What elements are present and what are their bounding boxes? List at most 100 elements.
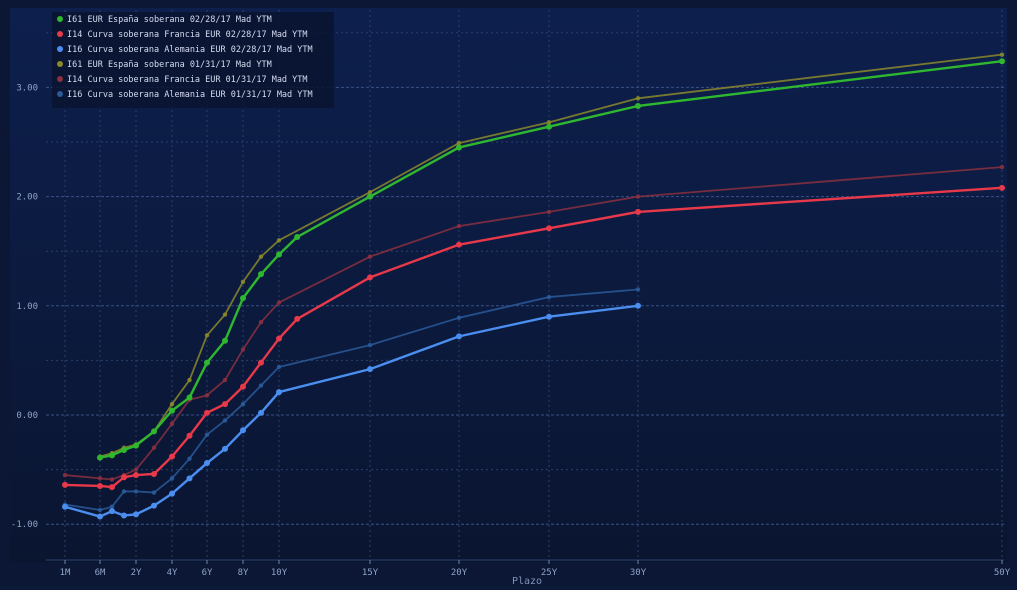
y-tick-label: 3.00 [16, 83, 38, 93]
x-axis: 1M 6M 2Y 4Y 6Y 8Y 10Y 15Y 20Y 25Y 30Y 50Y [46, 559, 1011, 578]
series-2 [62, 287, 641, 513]
series-point [133, 442, 139, 449]
series-point [121, 474, 127, 481]
x-tick-label: 6M [95, 568, 106, 578]
series-point [187, 456, 192, 461]
series-point [294, 315, 301, 322]
series-point [367, 274, 373, 281]
series-point [999, 52, 1005, 57]
y-tick-label: -1.00 [11, 520, 38, 530]
series-point [169, 490, 175, 497]
series-point [546, 120, 552, 125]
series-point [546, 209, 552, 215]
series-point [133, 511, 139, 518]
series-point [635, 287, 641, 292]
series-point [186, 432, 193, 439]
y-tick-label: 0.00 [16, 411, 38, 421]
series-point [546, 313, 552, 320]
series-point [999, 58, 1005, 65]
series-point [258, 254, 264, 259]
series-point [222, 401, 228, 408]
x-tick-label: 20Y [451, 568, 468, 578]
legend-entry: I14 Curva soberana Francia EUR 02/28/17 … [67, 30, 308, 40]
series-point [367, 342, 373, 348]
legend: I61 EUR España soberana 02/28/17 Mad YTM… [52, 12, 334, 108]
legend-box [52, 12, 334, 108]
series-point [546, 225, 552, 232]
series-point [367, 254, 373, 259]
series-point [97, 476, 103, 481]
series-point [258, 359, 264, 366]
series-point [258, 271, 264, 278]
series-point [222, 418, 228, 423]
series-point [204, 393, 210, 398]
x-tick-label: 15Y [362, 568, 379, 578]
series-point [456, 333, 462, 340]
series-point [169, 476, 175, 481]
series-point [186, 475, 193, 482]
series-point [222, 445, 228, 452]
legend-marker [57, 46, 63, 52]
series-point [97, 454, 103, 461]
series-point [204, 460, 210, 467]
series-point [635, 302, 641, 309]
series-point [151, 445, 157, 450]
series-point [258, 383, 264, 388]
x-tick-label: 2Y [131, 568, 142, 578]
series-3 [97, 58, 1005, 461]
series-point [62, 481, 68, 488]
series-point [294, 234, 301, 241]
series-point [204, 333, 210, 338]
series-point [109, 452, 115, 459]
legend-entry: I61 EUR España soberana 01/31/17 Mad YTM [67, 60, 272, 70]
series-point [97, 513, 103, 520]
series-point [240, 427, 246, 434]
series-point [204, 432, 210, 437]
y-tick-label: 2.00 [16, 193, 38, 203]
series-point [186, 394, 193, 401]
series-point [169, 407, 175, 414]
legend-marker [57, 31, 63, 37]
series-point [240, 295, 246, 302]
legend-entry: I16 Curva soberana Alemania EUR 01/31/17… [67, 90, 313, 100]
series-point [456, 241, 462, 248]
series-point [169, 401, 175, 407]
series-point [133, 467, 139, 472]
series-point [546, 123, 552, 130]
series-point [456, 144, 462, 151]
x-tick-label: 30Y [630, 568, 647, 578]
series-point [367, 190, 373, 195]
x-axis-label: Plazo [512, 576, 542, 586]
series-point [367, 366, 373, 373]
legend-marker [57, 91, 63, 97]
series-point [367, 193, 373, 200]
series-point [121, 489, 127, 494]
series-point [204, 359, 210, 366]
y-tick-label: 1.00 [16, 302, 38, 312]
series-point [999, 184, 1005, 191]
x-tick-label: 6Y [202, 568, 213, 578]
series-point [109, 477, 115, 482]
series-point [151, 470, 157, 477]
series-point [109, 484, 115, 491]
series-4 [62, 184, 1005, 491]
series-point [635, 194, 641, 199]
series-point [999, 164, 1005, 170]
series-point [456, 223, 462, 229]
series-point [62, 472, 68, 478]
series-point [97, 507, 103, 513]
legend-entry: I16 Curva soberana Alemania EUR 02/28/17… [67, 45, 313, 55]
series-point [546, 294, 552, 300]
series-point [133, 472, 139, 479]
series-point [62, 503, 68, 510]
series-point [204, 409, 210, 416]
series-point [276, 300, 282, 305]
series-point [169, 421, 175, 426]
series-point [240, 383, 246, 390]
series-point [222, 337, 228, 344]
legend-entry: I14 Curva soberana Francia EUR 01/31/17 … [67, 75, 308, 85]
x-tick-label: 1M [60, 568, 71, 578]
series-point [240, 347, 246, 352]
series-point [121, 446, 127, 453]
series-point [276, 335, 282, 342]
